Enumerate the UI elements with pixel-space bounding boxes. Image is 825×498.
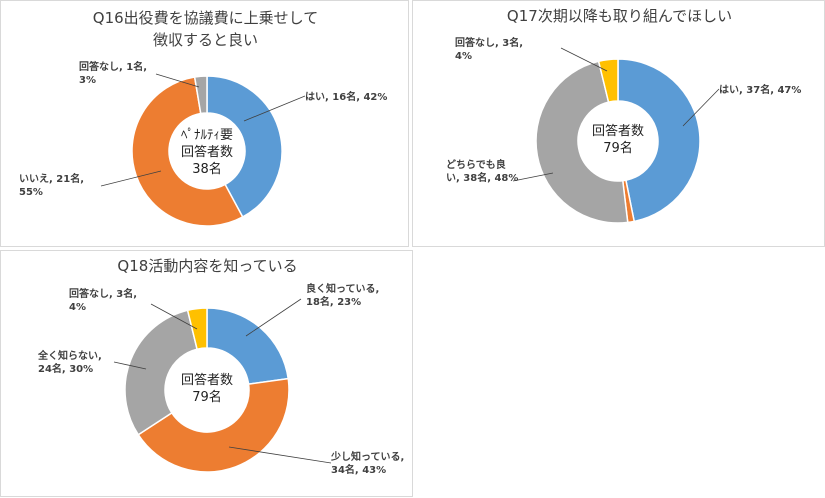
data-label: どちらでも良い, 38名, 48% bbox=[446, 158, 518, 184]
pie-slice bbox=[186, 307, 208, 351]
center-label: 回答者数 bbox=[181, 372, 233, 388]
center-label: 38名 bbox=[192, 161, 222, 177]
chart-panel-q18: Q18活動内容を知っている 良く知っている, 18名, 23% 少し知っている, 34名… bbox=[0, 250, 413, 497]
chart-panel-q16: Q16出役費を協議費に上乗せして 徴収すると良いはい, 16名, 42% いいえ, … bbox=[0, 0, 409, 247]
leader-line bbox=[243, 95, 306, 122]
data-label: はい, 37名, 47% bbox=[719, 83, 801, 96]
leader-line bbox=[228, 446, 332, 464]
chart-title: Q16出役費を協議費に上乗せして bbox=[93, 9, 318, 27]
center-label: 回答者数 bbox=[592, 123, 644, 139]
data-label: 回答なし, 3名, 4% bbox=[455, 36, 523, 62]
leader-line bbox=[113, 361, 147, 370]
chart-title: Q17次期以降も取り組んでほしい bbox=[507, 7, 732, 25]
chart-title: Q18活動内容を知っている bbox=[117, 257, 297, 275]
data-label: 回答なし, 3名, 4% bbox=[69, 287, 137, 313]
leader-line bbox=[155, 73, 200, 88]
data-label: 全く知らない, 24名, 30% bbox=[37, 349, 102, 375]
pie-slice bbox=[597, 58, 619, 104]
center-label: 79名 bbox=[603, 140, 633, 156]
leader-line bbox=[150, 303, 198, 330]
pie-slice bbox=[193, 75, 208, 115]
data-label: 少し知っている, 34名, 43% bbox=[330, 450, 404, 476]
pie-slice bbox=[131, 76, 244, 227]
center-label: 79名 bbox=[192, 389, 222, 405]
pie-slice bbox=[124, 309, 198, 436]
data-label: いいえ, 21名, 55% bbox=[19, 172, 84, 198]
leader-line bbox=[560, 47, 608, 72]
chart-panel-q17: Q17次期以降も取り組んでほしいはい, 37名, 47% どちらでも良い, 38名… bbox=[412, 0, 825, 247]
leader-line bbox=[245, 298, 302, 337]
pie-slice bbox=[206, 75, 283, 218]
leader-line bbox=[682, 88, 720, 127]
leader-line bbox=[512, 172, 554, 182]
leader-line bbox=[100, 170, 162, 187]
center-label: 回答者数 bbox=[181, 144, 233, 160]
pie-slice bbox=[617, 58, 701, 223]
data-label: はい, 16名, 42% bbox=[305, 90, 387, 103]
data-label: 良く知っている, 18名, 23% bbox=[306, 282, 379, 308]
pie-slice bbox=[535, 60, 629, 224]
data-label: 回答なし, 1名, 3% bbox=[79, 60, 147, 86]
center-label: ﾍﾟﾅﾙﾃｨ要 bbox=[181, 128, 233, 143]
chart-title: 徴収すると良い bbox=[153, 31, 258, 49]
pie-slice bbox=[137, 377, 290, 473]
